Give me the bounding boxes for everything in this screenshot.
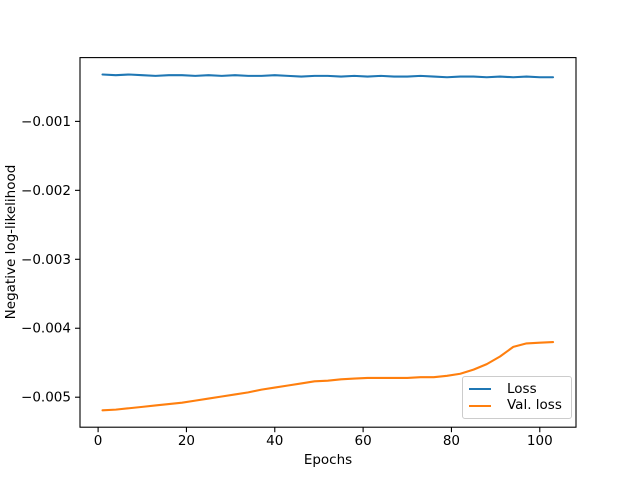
x-tick-label: 20 [178, 433, 195, 449]
x-axis-label: Epochs [303, 452, 353, 468]
x-tick-label: 100 [527, 433, 553, 449]
x-tick-label: 40 [266, 433, 283, 449]
y-axis-label: Negative log-likelihood [3, 164, 19, 320]
y-tick-label: −0.002 [21, 183, 71, 199]
axes-spines [79, 57, 577, 428]
legend-entry-val-loss: Val. loss [469, 398, 564, 415]
y-tick-label: −0.005 [21, 390, 71, 406]
x-tick-label: 80 [443, 433, 460, 449]
legend-label-val-loss: Val. loss [507, 397, 562, 413]
legend-entry-loss: Loss [469, 381, 564, 398]
loss-line-swatch [469, 388, 491, 391]
y-tick-label: −0.004 [21, 321, 71, 337]
y-tick-label: −0.001 [21, 114, 71, 130]
series-line-val-loss [101, 340, 555, 412]
legend-label-loss: Loss [507, 380, 537, 397]
val-loss-line-swatch [469, 404, 491, 407]
x-tick-label: 60 [355, 433, 372, 449]
y-tick-label: −0.003 [21, 252, 71, 268]
series-line-loss [101, 73, 555, 79]
x-tick-label: 0 [94, 433, 103, 449]
legend-box: Loss Val. loss [462, 376, 572, 419]
